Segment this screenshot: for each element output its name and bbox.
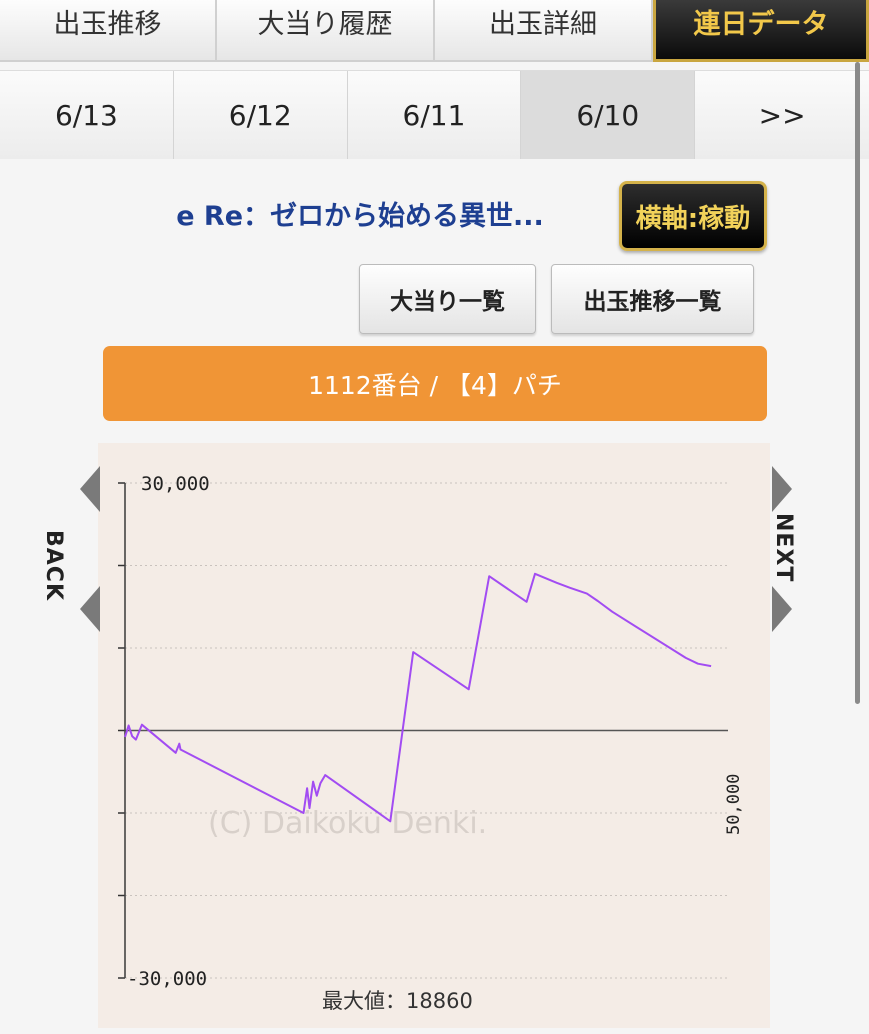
jackpot-list-button[interactable]: 大当り一覧 xyxy=(359,264,536,334)
back-label[interactable]: BACK xyxy=(41,530,66,601)
chart-svg: (C) Daikoku Denki. 30,000 -30,000 50,000 最大値… xyxy=(118,473,744,1013)
date-tab-0613[interactable]: 6/13 xyxy=(0,71,174,159)
y-label-top: 30,000 xyxy=(141,473,210,495)
tab-jackpot-history[interactable]: 大当り履歴 xyxy=(217,0,435,62)
payout-chart: (C) Daikoku Denki. 30,000 -30,000 50,000 最大値… xyxy=(98,443,770,1028)
x-max-label: 50,000 xyxy=(724,774,744,835)
machine-info-bar: 1112番台 / 【4】パチ xyxy=(103,346,767,421)
watermark-text: (C) Daikoku Denki. xyxy=(208,806,487,841)
date-tab-0610[interactable]: 6/10 xyxy=(521,71,696,159)
top-tab-bar: 出玉推移 大当り履歴 出玉詳細 連日データ xyxy=(0,0,869,62)
back-arrow-icon[interactable] xyxy=(80,466,108,636)
date-tab-0611[interactable]: 6/11 xyxy=(347,71,522,159)
y-label-bottom: -30,000 xyxy=(127,968,207,990)
tab-daily-data[interactable]: 連日データ xyxy=(653,0,869,62)
max-value-label: 最大値：18860 xyxy=(322,989,473,1013)
payout-list-button[interactable]: 出玉推移一覧 xyxy=(551,264,754,334)
tab-payout-detail[interactable]: 出玉詳細 xyxy=(435,0,653,62)
next-arrow-icon[interactable] xyxy=(764,466,792,636)
scrollbar[interactable] xyxy=(855,62,860,704)
tab-payout-trend[interactable]: 出玉推移 xyxy=(0,0,217,62)
series-line-0 xyxy=(124,572,712,823)
date-selector: 6/13 6/12 6/11 6/10 >> xyxy=(0,70,869,159)
machine-title: e Re：ゼロから始める異世... xyxy=(176,201,544,232)
date-next-button[interactable]: >> xyxy=(695,71,869,159)
next-label[interactable]: NEXT xyxy=(771,513,796,583)
axis-toggle-button[interactable]: 横軸:稼動 xyxy=(619,181,767,251)
date-tab-0612[interactable]: 6/12 xyxy=(173,71,348,159)
